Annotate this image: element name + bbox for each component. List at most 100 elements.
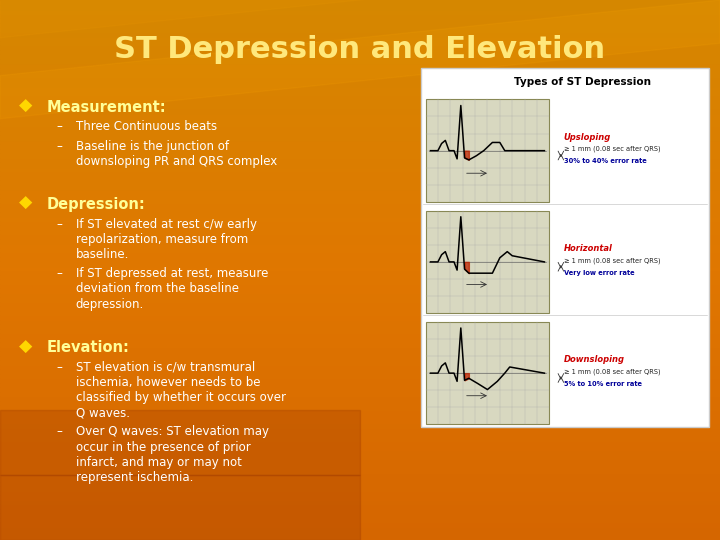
- Bar: [0, 40, 720, 45]
- Bar: [0, 418, 720, 423]
- Bar: [0, 198, 720, 202]
- Bar: [0, 158, 720, 162]
- Bar: [0, 193, 720, 198]
- Text: ≥ 1 mm (0.08 sec after QRS): ≥ 1 mm (0.08 sec after QRS): [564, 146, 660, 152]
- Bar: [0, 297, 720, 301]
- Bar: [0, 324, 720, 328]
- Text: occur in the presence of prior: occur in the presence of prior: [76, 441, 251, 454]
- Polygon shape: [0, 0, 720, 38]
- Polygon shape: [0, 0, 720, 119]
- Text: –: –: [56, 218, 62, 231]
- Bar: [0, 387, 720, 392]
- Bar: [0, 31, 720, 36]
- Bar: [0, 18, 720, 23]
- Bar: [0, 63, 720, 68]
- Bar: [0, 486, 720, 490]
- Bar: [0, 135, 720, 139]
- Bar: [0, 450, 720, 455]
- Bar: [421, 68, 709, 427]
- Text: Three Continuous beats: Three Continuous beats: [76, 120, 217, 133]
- Bar: [0, 513, 720, 517]
- Bar: [0, 279, 720, 284]
- Text: Types of ST Depression: Types of ST Depression: [514, 77, 651, 87]
- Bar: [0, 509, 720, 513]
- Bar: [0, 81, 720, 85]
- Bar: [0, 108, 720, 112]
- Text: ST elevation is c/w transmural: ST elevation is c/w transmural: [76, 361, 255, 374]
- Bar: [0, 526, 720, 531]
- Bar: [0, 409, 720, 414]
- Bar: [426, 322, 549, 424]
- Text: ischemia, however needs to be: ischemia, however needs to be: [76, 376, 260, 389]
- Bar: [0, 189, 720, 193]
- Bar: [0, 94, 720, 99]
- Bar: [0, 378, 720, 382]
- Bar: [0, 27, 720, 31]
- Bar: [0, 239, 720, 243]
- Bar: [0, 171, 720, 176]
- Bar: [0, 310, 720, 315]
- Bar: [0, 185, 720, 189]
- Bar: [0, 256, 720, 261]
- Bar: [426, 99, 549, 202]
- Bar: [0, 338, 720, 342]
- Text: ◆: ◆: [19, 97, 32, 115]
- Bar: [0, 364, 720, 369]
- Text: Baseline is the junction of: Baseline is the junction of: [76, 140, 229, 153]
- Bar: [0, 68, 720, 72]
- Text: Downsloping: Downsloping: [564, 355, 625, 364]
- Bar: [0, 90, 720, 94]
- Text: 30% to 40% error rate: 30% to 40% error rate: [564, 158, 647, 165]
- Bar: [0, 455, 720, 459]
- Bar: [0, 468, 720, 472]
- Bar: [0, 266, 720, 270]
- Bar: [0, 436, 720, 441]
- Bar: [0, 225, 720, 229]
- Text: downsloping PR and QRS complex: downsloping PR and QRS complex: [76, 155, 277, 168]
- Bar: [0, 531, 720, 536]
- Bar: [0, 72, 720, 77]
- Text: Depression:: Depression:: [47, 197, 145, 212]
- Bar: [0, 459, 720, 463]
- Bar: [0, 351, 720, 355]
- Bar: [0, 423, 720, 428]
- Bar: [0, 517, 720, 522]
- Bar: [0, 495, 720, 500]
- Bar: [0, 9, 720, 14]
- Bar: [0, 234, 720, 239]
- Text: If ST elevated at rest c/w early: If ST elevated at rest c/w early: [76, 218, 256, 231]
- Bar: [0, 360, 720, 364]
- Text: Measurement:: Measurement:: [47, 100, 166, 115]
- Text: ≥ 1 mm (0.08 sec after QRS): ≥ 1 mm (0.08 sec after QRS): [564, 368, 660, 375]
- Bar: [0, 220, 720, 225]
- Text: infarct, and may or may not: infarct, and may or may not: [76, 456, 241, 469]
- Text: Very low error rate: Very low error rate: [564, 269, 634, 276]
- Bar: [0, 293, 720, 297]
- Text: –: –: [56, 120, 62, 133]
- Text: ST Depression and Elevation: ST Depression and Elevation: [114, 35, 606, 64]
- Text: repolarization, measure from: repolarization, measure from: [76, 233, 248, 246]
- Bar: [0, 77, 720, 81]
- Bar: [0, 216, 720, 220]
- Bar: [0, 396, 720, 401]
- Bar: [0, 207, 720, 212]
- Bar: [0, 274, 720, 279]
- Text: baseline.: baseline.: [76, 248, 129, 261]
- Bar: [0, 144, 720, 148]
- Bar: [0, 180, 720, 185]
- Bar: [0, 112, 720, 117]
- Bar: [0, 382, 720, 387]
- Bar: [0, 153, 720, 158]
- Bar: [0, 270, 720, 274]
- Bar: [0, 131, 720, 135]
- Bar: [0, 202, 720, 207]
- Text: ≥ 1 mm (0.08 sec after QRS): ≥ 1 mm (0.08 sec after QRS): [564, 257, 660, 264]
- Polygon shape: [0, 410, 360, 475]
- Bar: [0, 504, 720, 509]
- Bar: [0, 176, 720, 180]
- Bar: [0, 522, 720, 526]
- Bar: [0, 14, 720, 18]
- Text: –: –: [56, 361, 62, 374]
- Bar: [0, 117, 720, 122]
- Text: Horizontal: Horizontal: [564, 244, 613, 253]
